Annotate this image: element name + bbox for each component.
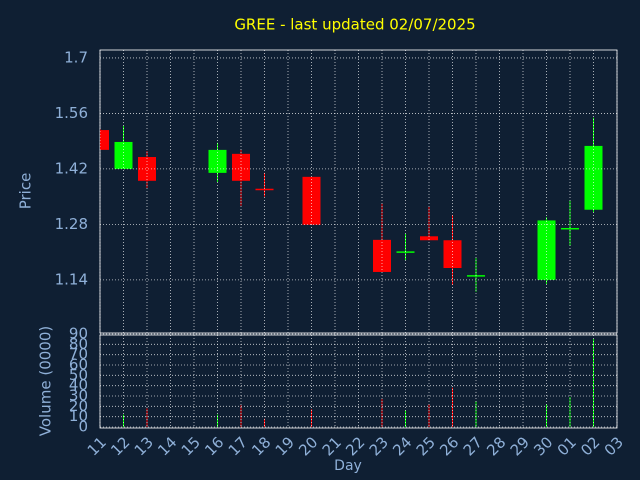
- volume-tick-label: 30: [69, 387, 88, 405]
- x-tick-label: 21: [319, 433, 345, 459]
- candle-body: [537, 220, 556, 280]
- candle-body: [561, 227, 579, 230]
- x-tick-label: 19: [272, 433, 298, 459]
- x-tick-label: 25: [413, 433, 439, 459]
- volume-tick-label: 20: [69, 397, 88, 415]
- chart-title: GREE - last updated 02/07/2025: [234, 16, 475, 34]
- x-tick-label: 03: [601, 433, 627, 459]
- x-tick-label: 22: [342, 433, 368, 459]
- y-tick-label: 1.42: [55, 159, 88, 177]
- volume-tick-label: 80: [69, 335, 88, 353]
- x-tick-label: 12: [107, 433, 133, 459]
- y-tick-label: 1.7: [64, 48, 88, 66]
- x-tick-label: 14: [154, 433, 180, 459]
- x-axis-label: Day: [334, 458, 362, 474]
- x-tick-label: 27: [460, 433, 486, 459]
- x-tick-label: 20: [295, 433, 321, 459]
- x-tick-label: 16: [201, 433, 227, 459]
- x-tick-label: 29: [507, 433, 533, 459]
- candle-body: [396, 251, 415, 253]
- y-tick-label: 1.14: [55, 270, 88, 288]
- candle-body: [373, 239, 391, 272]
- x-tick-label: 26: [436, 433, 462, 459]
- y-axis-label: Price: [17, 173, 35, 210]
- x-tick-label: 13: [131, 433, 157, 459]
- x-tick-label: 23: [366, 433, 392, 459]
- candle-body: [138, 157, 156, 181]
- x-tick-label: 15: [178, 433, 204, 459]
- volume-panel: [99, 334, 618, 429]
- volume-tick-label: 10: [69, 407, 88, 425]
- x-tick-label: 11: [84, 433, 110, 459]
- volume-tick-label: 90: [69, 325, 88, 343]
- volume-tick-label: 0: [78, 418, 88, 436]
- volume-tick-label: 40: [69, 376, 88, 394]
- candle-body: [100, 130, 109, 150]
- x-tick-label: 24: [389, 433, 415, 459]
- volume-axis-label: Volume (0000): [37, 326, 55, 436]
- candle-body: [255, 188, 274, 191]
- x-tick-label: 28: [483, 433, 509, 459]
- volume-tick-label: 70: [69, 345, 88, 363]
- x-tick-label: 18: [248, 433, 274, 459]
- volume-tick-label: 60: [69, 356, 88, 374]
- volume-tick-label: 50: [69, 366, 88, 384]
- x-tick-label: 30: [530, 433, 556, 459]
- candle-body: [584, 145, 603, 210]
- y-tick-label: 1.28: [55, 215, 88, 233]
- x-tick-label: 17: [225, 433, 251, 459]
- y-tick-label: 1.56: [55, 104, 88, 122]
- x-tick-label: 01: [554, 433, 580, 459]
- candle-body: [420, 236, 438, 241]
- x-tick-label: 02: [577, 433, 603, 459]
